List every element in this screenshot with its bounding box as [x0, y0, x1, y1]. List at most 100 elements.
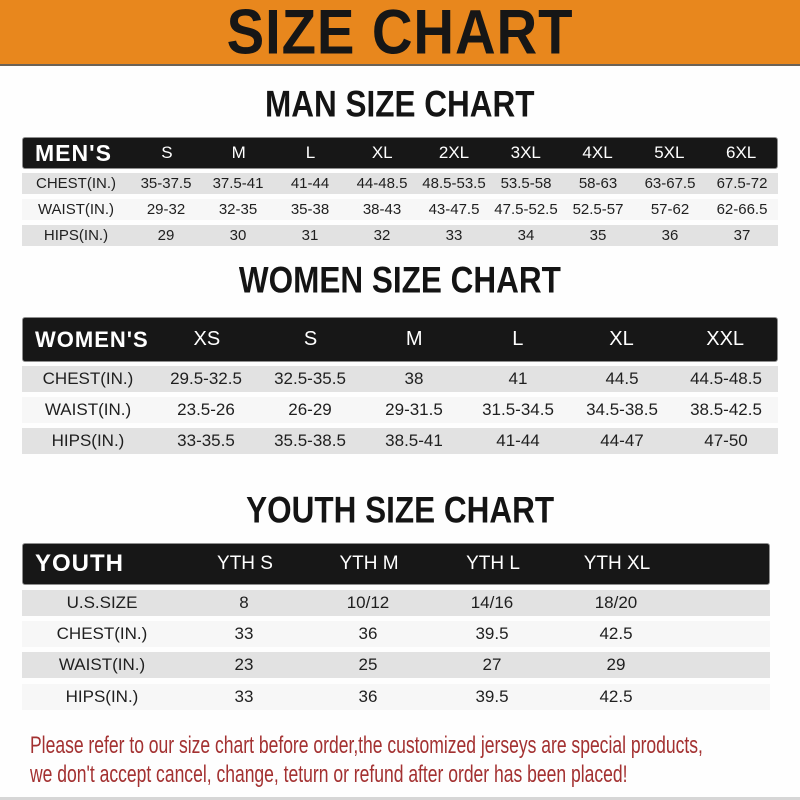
table-cell: 8 [239, 593, 249, 612]
youth-table-header-row: YOUTH YTH S YTH M YTH L YTH XL [22, 543, 770, 585]
banner-title: SIZE CHART [226, 0, 574, 68]
women-table-corner-label: WOMEN'S [35, 326, 149, 352]
women-col-header: L [512, 328, 524, 350]
men-chest-row: CHEST(IN.) 35-37.5 37.5-41 41-44 44-48.5… [22, 173, 778, 194]
table-cell: 38 [404, 369, 424, 388]
order-notice: Please refer to our size chart before or… [0, 731, 800, 789]
table-cell: 23 [234, 655, 254, 674]
women-table-header-row: WOMEN'S XS S M L XL XXL [22, 317, 778, 362]
table-cell: 41-44 [496, 431, 540, 450]
men-size-table: MEN'S S M L XL 2XL 3XL 4XL 5XL 6XL CHEST… [22, 137, 778, 246]
table-cell: 25 [358, 655, 378, 674]
table-cell: 44-48.5 [356, 175, 408, 192]
table-cell: 27 [482, 655, 502, 674]
table-cell: 33 [234, 624, 254, 643]
youth-col-header: YTH M [339, 553, 399, 574]
table-cell: 48.5-53.5 [422, 175, 486, 192]
row-label: CHEST(IN.) [42, 369, 134, 388]
table-cell: 10/12 [346, 593, 390, 612]
table-cell: 63-67.5 [644, 175, 696, 192]
men-col-header: XL [371, 143, 393, 162]
table-cell: 30 [229, 227, 247, 244]
men-col-header: M [231, 143, 246, 162]
table-cell: 47.5-52.5 [494, 201, 558, 218]
women-waist-row: WAIST(IN.) 23.5-26 26-29 29-31.5 31.5-34… [22, 397, 778, 423]
row-label: WAIST(IN.) [37, 201, 115, 218]
youth-size-table: YOUTH YTH S YTH M YTH L YTH XL U.S.SIZE … [22, 543, 770, 710]
row-label: CHEST(IN.) [36, 175, 116, 192]
table-cell: 62-66.5 [716, 201, 768, 218]
men-col-header: S [161, 143, 173, 162]
table-cell: 57-62 [650, 201, 690, 218]
men-section-title-text: MAN SIZE CHART [265, 84, 535, 125]
table-cell: 36 [358, 624, 378, 643]
row-label: CHEST(IN.) [56, 624, 148, 643]
table-cell: 35-38 [290, 201, 330, 218]
men-hips-row: HIPS(IN.) 29 30 31 32 33 34 35 36 37 [22, 225, 778, 246]
youth-col-header: YTH S [217, 553, 273, 574]
table-cell: 35 [589, 227, 607, 244]
women-col-header: XXL [706, 328, 745, 350]
table-cell: 38.5-41 [385, 431, 443, 450]
youth-ussize-row: U.S.SIZE 8 10/12 14/16 18/20 [22, 590, 770, 616]
women-col-header: M [405, 328, 423, 350]
table-cell: 41 [508, 369, 528, 388]
women-chest-row: CHEST(IN.) 29.5-32.5 32.5-35.5 38 41 44.… [22, 366, 778, 392]
row-label: WAIST(IN.) [58, 655, 146, 674]
men-col-header: 3XL [510, 143, 541, 162]
table-cell: 33 [445, 227, 463, 244]
table-cell: 41-44 [290, 175, 330, 192]
row-label: WAIST(IN.) [44, 400, 132, 419]
table-cell: 23.5-26 [177, 400, 235, 419]
table-cell: 31.5-34.5 [482, 400, 554, 419]
women-section-title: WOMEN SIZE CHART [0, 260, 800, 301]
youth-table-corner-label: YOUTH [35, 550, 124, 577]
youth-col-header: YTH L [466, 553, 520, 574]
order-notice-line-2: we don't accept cancel, change, teturn o… [30, 761, 628, 788]
table-cell: 37.5-41 [212, 175, 264, 192]
table-cell: 39.5 [475, 687, 509, 706]
row-label: HIPS(IN.) [51, 431, 125, 450]
women-size-table: WOMEN'S XS S M L XL XXL CHEST(IN.) 29.5-… [22, 317, 778, 454]
table-cell: 29-31.5 [385, 400, 443, 419]
youth-section-title: YOUTH SIZE CHART [0, 491, 800, 531]
men-table-header-row: MEN'S S M L XL 2XL 3XL 4XL 5XL 6XL [22, 137, 778, 169]
table-cell: 37 [733, 227, 751, 244]
table-cell: 42.5 [599, 624, 633, 643]
youth-waist-row: WAIST(IN.) 23 25 27 29 [22, 652, 770, 678]
youth-hips-row: HIPS(IN.) 33 36 39.5 42.5 [22, 684, 770, 710]
table-cell: 53.5-58 [500, 175, 552, 192]
table-cell: 67.5-72 [716, 175, 768, 192]
youth-chest-row: CHEST(IN.) 33 36 39.5 42.5 [22, 621, 770, 647]
table-cell: 33 [234, 687, 254, 706]
men-col-header: 2XL [438, 143, 470, 162]
table-cell: 36 [661, 227, 679, 244]
table-cell: 32 [373, 227, 391, 244]
table-cell: 34 [517, 227, 535, 244]
table-cell: 47-50 [704, 431, 748, 450]
table-cell: 34.5-38.5 [586, 400, 658, 419]
women-hips-row: HIPS(IN.) 33-35.5 35.5-38.5 38.5-41 41-4… [22, 428, 778, 454]
bottom-edge-divider [0, 797, 800, 800]
table-cell: 14/16 [470, 593, 514, 612]
men-table-corner-label: MEN'S [35, 139, 112, 166]
row-label: HIPS(IN.) [43, 227, 109, 244]
table-cell: 18/20 [594, 593, 638, 612]
table-cell: 31 [301, 227, 319, 244]
table-cell: 35-37.5 [140, 175, 192, 192]
youth-col-header: YTH XL [583, 553, 651, 574]
men-col-header: 6XL [725, 143, 757, 162]
order-notice-line-1: Please refer to our size chart before or… [30, 732, 703, 759]
table-cell: 33-35.5 [177, 431, 235, 450]
table-cell: 29 [157, 227, 175, 244]
row-label: HIPS(IN.) [65, 687, 139, 706]
row-label: U.S.SIZE [66, 593, 138, 612]
table-cell: 52.5-57 [572, 201, 624, 218]
table-cell: 38.5-42.5 [690, 400, 762, 419]
table-cell: 44.5 [605, 369, 639, 388]
table-cell: 35.5-38.5 [274, 431, 346, 450]
table-cell: 29.5-32.5 [170, 369, 242, 388]
table-cell: 29 [606, 655, 626, 674]
women-section-title-text: WOMEN SIZE CHART [238, 260, 561, 301]
table-cell: 44-47 [600, 431, 644, 450]
